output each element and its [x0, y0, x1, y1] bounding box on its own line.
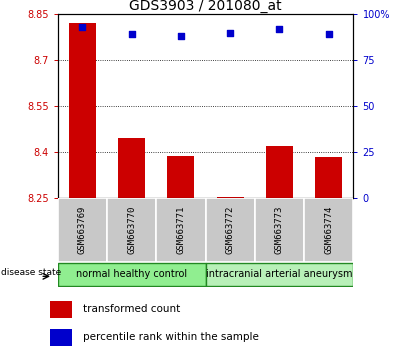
Bar	[156, 198, 206, 262]
Text: percentile rank within the sample: percentile rank within the sample	[83, 332, 259, 342]
Text: GSM663771: GSM663771	[176, 206, 185, 254]
Text: GSM663774: GSM663774	[324, 206, 333, 254]
Bar	[118, 138, 145, 198]
Title: GDS3903 / 201080_at: GDS3903 / 201080_at	[129, 0, 282, 13]
Bar	[315, 158, 342, 198]
Point	[178, 33, 184, 39]
Text: GSM663772: GSM663772	[226, 206, 235, 254]
Point	[276, 26, 283, 32]
Bar	[69, 23, 96, 198]
Point	[326, 32, 332, 37]
Point	[79, 24, 85, 30]
Bar	[217, 197, 244, 198]
Text: GSM663773: GSM663773	[275, 206, 284, 254]
Bar	[167, 156, 194, 198]
Text: GSM663770: GSM663770	[127, 206, 136, 254]
Point	[128, 32, 135, 37]
Bar	[206, 263, 353, 285]
Bar	[266, 146, 293, 198]
Text: intracranial arterial aneurysm: intracranial arterial aneurysm	[206, 269, 353, 279]
Point	[227, 30, 233, 35]
Bar	[255, 198, 304, 262]
Bar	[107, 198, 156, 262]
Bar	[50, 301, 72, 318]
Bar	[304, 198, 353, 262]
Text: normal healthy control: normal healthy control	[76, 269, 187, 279]
Bar	[50, 329, 72, 346]
Bar	[58, 263, 206, 285]
Text: transformed count: transformed count	[83, 304, 181, 314]
Bar	[58, 198, 107, 262]
Bar	[206, 198, 255, 262]
Text: GSM663769: GSM663769	[78, 206, 87, 254]
Text: disease state: disease state	[1, 268, 61, 277]
